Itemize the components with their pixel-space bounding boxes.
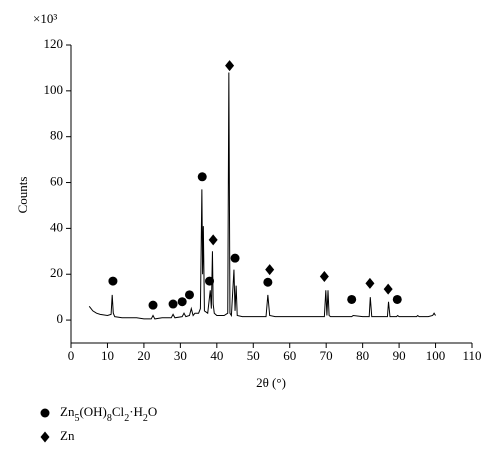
x-tick-label: 30: [174, 348, 187, 363]
x-tick-label: 60: [283, 348, 296, 363]
diamond-marker: [208, 234, 218, 246]
x-tick-label: 40: [210, 348, 223, 363]
circle-marker: [205, 276, 215, 286]
x-tick-label: 100: [426, 348, 446, 363]
x-tick-label: 90: [393, 348, 406, 363]
diamond-marker: [225, 60, 235, 72]
circle-marker: [197, 172, 207, 182]
circle-marker: [148, 300, 158, 310]
x-tick-label: 10: [101, 348, 114, 363]
x-tick-label: 70: [320, 348, 333, 363]
diamond-marker: [365, 277, 375, 289]
y-tick-label: 100: [44, 82, 64, 97]
y-tick-label: 60: [50, 174, 63, 189]
y-tick-label: 40: [50, 219, 63, 234]
y-unit: ×10³: [33, 11, 57, 26]
y-tick-label: 20: [50, 265, 63, 280]
x-tick-label: 20: [137, 348, 150, 363]
diamond-marker: [319, 271, 329, 283]
circle-marker: [168, 299, 178, 309]
diffraction-line: [88, 72, 436, 320]
diamond-marker: [265, 264, 275, 276]
legend-marker: [40, 408, 50, 418]
legend-label: Zn: [60, 428, 75, 443]
diamond-marker: [383, 283, 393, 295]
circle-marker: [392, 294, 402, 304]
circle-marker: [230, 253, 240, 263]
x-tick-label: 80: [356, 348, 369, 363]
legend-marker: [40, 431, 50, 443]
y-tick-label: 120: [44, 36, 64, 51]
circle-marker: [177, 297, 187, 307]
circle-marker: [108, 276, 118, 286]
legend-label: Zn5(OH)8Cl2·H2O: [60, 404, 157, 424]
y-tick-label: 80: [50, 128, 63, 143]
circle-marker: [184, 290, 194, 300]
circle-marker: [347, 294, 357, 304]
x-axis-label: 2θ (°): [256, 375, 286, 390]
y-axis-label: Counts: [15, 177, 30, 214]
circle-marker: [263, 277, 273, 287]
x-tick-label: 110: [462, 348, 481, 363]
x-tick-label: 50: [247, 348, 260, 363]
y-tick-label: 0: [57, 311, 64, 326]
x-tick-label: 0: [68, 348, 75, 363]
